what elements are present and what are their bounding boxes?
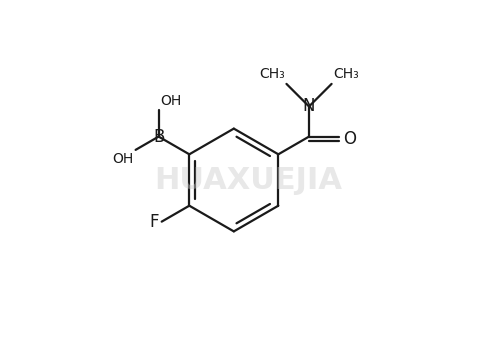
Text: OH: OH <box>160 94 182 108</box>
Text: OH: OH <box>113 152 134 166</box>
Text: N: N <box>303 98 315 116</box>
Text: O: O <box>343 130 356 148</box>
Text: CH₃: CH₃ <box>333 67 359 81</box>
Text: CH₃: CH₃ <box>259 67 285 81</box>
Text: HUAXUEJIA: HUAXUEJIA <box>154 166 342 194</box>
Text: B: B <box>153 127 164 145</box>
Text: F: F <box>149 213 159 231</box>
